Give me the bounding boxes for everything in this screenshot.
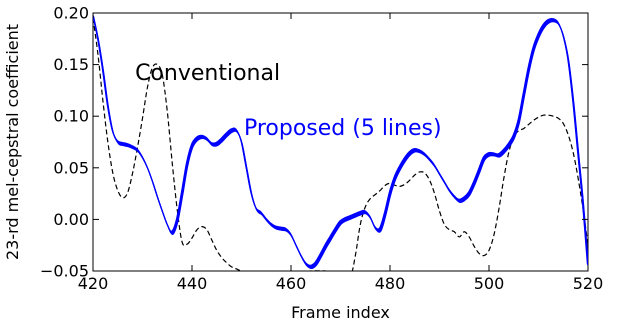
y-tick-label: 0.20 bbox=[53, 4, 89, 23]
y-axis-label: 23-rd mel-cepstral coefficient bbox=[3, 24, 22, 260]
x-tick-label: 500 bbox=[474, 274, 505, 293]
plot-frame bbox=[92, 12, 589, 272]
y-tick-label: 0.05 bbox=[53, 158, 89, 177]
x-axis: 420 440 460 480 500 520 bbox=[78, 13, 604, 293]
y-tick-label: 0.10 bbox=[53, 107, 89, 126]
annotation-conventional: Conventional bbox=[135, 61, 280, 86]
y-tick-label: −0.05 bbox=[40, 262, 89, 281]
y-axis: −0.05 0.00 0.05 0.10 0.15 0.20 bbox=[40, 4, 588, 281]
annotation-proposed: Proposed (5 lines) bbox=[244, 116, 442, 141]
x-tick-label: 460 bbox=[276, 274, 307, 293]
x-tick-label: 420 bbox=[78, 274, 109, 293]
x-tick-label: 480 bbox=[375, 274, 406, 293]
x-axis-label: Frame index bbox=[291, 303, 390, 322]
y-tick-label: 0.15 bbox=[53, 55, 89, 74]
annotation-layer: Conventional Proposed (5 lines) bbox=[135, 61, 442, 141]
y-tick-label: 0.00 bbox=[53, 210, 89, 229]
plot-area: Conventional Proposed (5 lines) bbox=[92, 12, 589, 272]
series-layer bbox=[93, 13, 588, 271]
x-tick-label: 520 bbox=[573, 274, 604, 293]
x-tick-label: 440 bbox=[177, 274, 208, 293]
series-line-proposed bbox=[93, 16, 588, 270]
